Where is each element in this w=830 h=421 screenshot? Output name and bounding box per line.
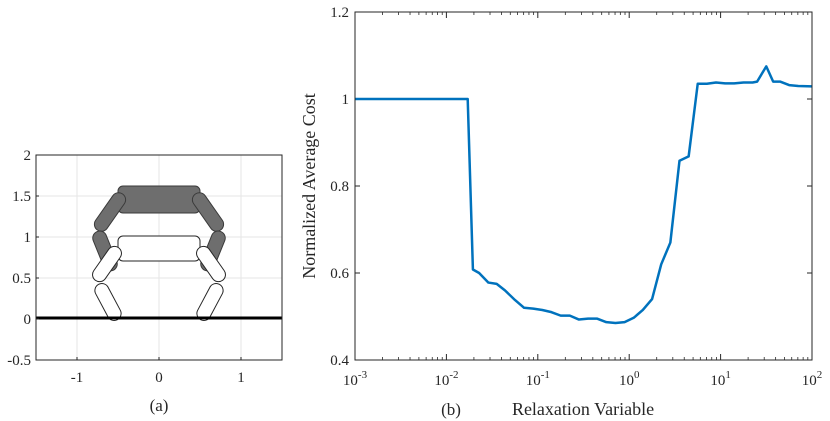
panel-b-x-tick-label: 102 — [802, 369, 823, 389]
panel-b-ticks: 0.4 0.6 0.8 1 1.2 10-3 10-2 10-1 100 101 102 — [330, 5, 822, 389]
lower-robot-right-thigh — [196, 245, 226, 283]
y-axis-label: Normalized Average Cost — [299, 93, 319, 279]
lower-robot-left-shin — [94, 283, 122, 321]
upper-robot-body — [117, 185, 201, 214]
panel-b-x-tick-label: 10-1 — [526, 369, 550, 389]
panel-a-y-tick-label: 2 — [24, 148, 32, 164]
panel-b-x-tick-label: 10-3 — [343, 369, 368, 389]
panel-a-y-tick-label: 1.5 — [12, 189, 31, 205]
panel-b-x-tick-label: 100 — [619, 369, 640, 389]
panel-b-cost-plot: 0.4 0.6 0.8 1 1.2 10-3 10-2 10-1 100 101 102 Norma… — [299, 5, 822, 419]
cost-series-line — [355, 65, 813, 325]
panel-b-y-tick-label: 1 — [342, 92, 350, 108]
panel-a-x-tick-label: 0 — [155, 370, 163, 386]
robot-lower-pose — [92, 235, 226, 321]
panel-b-plot-area — [355, 12, 812, 360]
panel-a-x-tick-label: -1 — [71, 370, 84, 386]
upper-robot-right-thigh — [191, 192, 225, 232]
panel-a-y-tick-label: 1 — [24, 230, 32, 246]
panel-a-robot-plot: -1 0 1 -0.5 0 0.5 1 1.5 2 (a) — [7, 148, 283, 415]
panel-b-x-tick-label: 101 — [710, 369, 731, 389]
panel-b-axes-box — [354, 11, 813, 361]
lower-robot-body — [117, 235, 201, 262]
panel-b-y-tick-label: 0.4 — [330, 353, 349, 369]
panel-b-y-tick-label: 0.8 — [330, 179, 349, 195]
panel-a-y-tick-label: -0.5 — [7, 353, 31, 369]
upper-robot-left-thigh — [93, 192, 127, 232]
panel-a-x-tick-label: 1 — [237, 370, 245, 386]
panel-b-x-tick-label: 10-2 — [434, 369, 458, 389]
panel-a-y-tick-label: 0 — [24, 312, 32, 328]
panel-b-y-tick-label: 0.6 — [330, 266, 349, 282]
lower-robot-left-thigh — [92, 245, 122, 283]
panel-a-y-tick-label: 0.5 — [12, 271, 31, 287]
panel-b-caption: (b) — [441, 400, 461, 419]
x-axis-label: Relaxation Variable — [512, 399, 654, 419]
lower-robot-right-shin — [196, 283, 224, 321]
panel-a-ticks: -1 0 1 -0.5 0 0.5 1 1.5 2 — [7, 148, 245, 386]
panel-b-y-tick-label: 1.2 — [330, 5, 349, 21]
panel-a-caption: (a) — [150, 396, 169, 415]
